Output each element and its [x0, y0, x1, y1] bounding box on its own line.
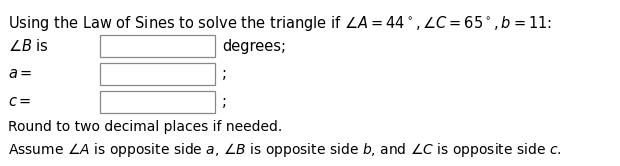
- Text: Using the Law of Sines to solve the triangle if $\angle A = 44^\circ, \angle C =: Using the Law of Sines to solve the tria…: [8, 14, 552, 33]
- Text: ;: ;: [222, 94, 227, 110]
- Text: $c =$: $c =$: [8, 94, 32, 110]
- Text: Round to two decimal places if needed.: Round to two decimal places if needed.: [8, 120, 282, 134]
- Text: ;: ;: [222, 67, 227, 82]
- Text: Assume $\angle A$ is opposite side $a$, $\angle B$ is opposite side $b$, and $\a: Assume $\angle A$ is opposite side $a$, …: [8, 141, 562, 159]
- Text: $a =$: $a =$: [8, 67, 32, 82]
- Text: degrees;: degrees;: [222, 39, 286, 53]
- Text: $\angle B$ is: $\angle B$ is: [8, 38, 49, 54]
